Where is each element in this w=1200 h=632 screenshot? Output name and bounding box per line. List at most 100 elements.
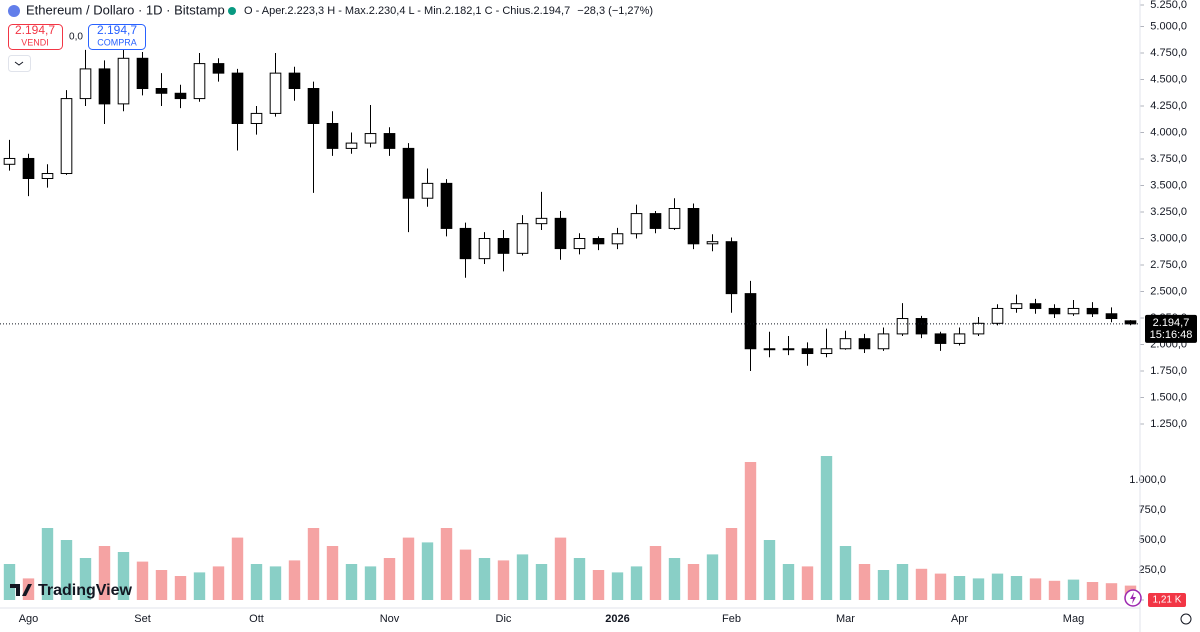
- volume-bar: [934, 573, 947, 600]
- candle-body: [554, 217, 567, 250]
- candle-body: [706, 241, 719, 245]
- candle-body: [1124, 320, 1137, 325]
- x-tick-label: Ago: [19, 613, 39, 625]
- candle-body: [345, 142, 358, 149]
- volume-bar: [497, 560, 510, 600]
- candle-body: [592, 238, 605, 245]
- price-tag-value: 2.194,7: [1153, 317, 1190, 329]
- candle-body: [136, 57, 149, 90]
- candle-body: [22, 157, 35, 180]
- candle-body: [326, 122, 339, 149]
- x-tick-label: Mar: [836, 613, 855, 625]
- volume-bar: [459, 549, 472, 600]
- volume-bar: [250, 564, 263, 600]
- x-tick-label: Apr: [951, 613, 968, 625]
- candle-body: [782, 348, 795, 351]
- candle-body: [269, 72, 282, 114]
- volume-bar: [174, 576, 187, 600]
- x-tick-label: Ott: [249, 613, 264, 625]
- volume-bar: [307, 528, 320, 600]
- volume-bar: [60, 540, 73, 600]
- volume-bar: [687, 564, 700, 600]
- sell-button[interactable]: 2.194,7 VENDI: [8, 23, 63, 50]
- volume-bar: [41, 528, 54, 600]
- h-value: 2.230,4: [369, 5, 406, 17]
- candle-body: [497, 238, 510, 254]
- candle-body: [801, 348, 814, 355]
- volume-bar: [1086, 582, 1099, 600]
- bolt-button[interactable]: [1124, 589, 1142, 607]
- candle-body: [953, 333, 966, 344]
- volume-bar: [744, 462, 757, 600]
- candle-body: [1105, 313, 1118, 320]
- volume-bar: [725, 528, 738, 600]
- y-tick-label: 1.500,0: [1150, 391, 1187, 403]
- sell-label[interactable]: VENDI: [21, 37, 49, 47]
- volume-bar: [1010, 576, 1023, 600]
- volume-tag: [1148, 593, 1186, 607]
- chevron[interactable]: [14, 61, 24, 66]
- buy-box[interactable]: [88, 24, 146, 50]
- candle-body: [573, 238, 586, 250]
- candle-body: [516, 223, 529, 254]
- volume-bar: [839, 546, 852, 600]
- volume-bar: [953, 576, 966, 600]
- l-key: L: [409, 5, 415, 17]
- collapse-box[interactable]: [8, 55, 31, 72]
- candle-body: [212, 63, 225, 74]
- candle-body: [763, 348, 776, 351]
- volume-bar: [858, 564, 871, 600]
- volume-bar: [155, 570, 168, 600]
- candle-body: [41, 173, 54, 180]
- volume-bar: [98, 546, 111, 600]
- candle-body: [934, 333, 947, 344]
- y-tick-label: 4.000,0: [1150, 126, 1187, 138]
- y-tick-label: 3.500,0: [1150, 179, 1187, 191]
- volume-bar: [896, 564, 909, 600]
- volume-bar: [478, 558, 491, 600]
- settings-icon[interactable]: [1180, 613, 1192, 625]
- y2-tick-label: 500,0: [1138, 534, 1166, 546]
- volume-bar: [763, 540, 776, 600]
- y-tick-label: 3.250,0: [1150, 206, 1187, 218]
- volume-bar: [516, 554, 529, 600]
- candle-body: [307, 88, 320, 124]
- volume-bar: [402, 537, 415, 600]
- y-tick-label: 2.750,0: [1150, 259, 1187, 271]
- logo: TradingView: [10, 582, 133, 599]
- bolt[interactable]: [1130, 592, 1136, 604]
- l-name: Min.: [424, 5, 445, 17]
- buy-price[interactable]: 2.194,7: [97, 23, 137, 37]
- buy-button[interactable]: 2.194,7 COMPRA: [88, 23, 146, 50]
- buy-label[interactable]: COMPRA: [97, 37, 137, 47]
- sell-box[interactable]: [8, 24, 63, 50]
- volume-bar: [915, 568, 928, 600]
- volume-bar: [79, 558, 92, 600]
- collapse-button[interactable]: [8, 55, 31, 72]
- candle-body: [117, 57, 130, 105]
- y-tick-label: 5.000,0: [1150, 20, 1187, 32]
- volume-bar: [706, 554, 719, 600]
- volume-bar: [573, 558, 586, 600]
- h-key: H: [327, 5, 335, 17]
- candle-body: [421, 182, 434, 199]
- candle-body: [79, 68, 92, 100]
- volume-bar: [3, 564, 16, 600]
- volume-bar: [440, 528, 453, 600]
- volume-bar: [554, 537, 567, 600]
- candle-body: [1067, 307, 1080, 315]
- candle-body: [383, 133, 396, 149]
- candle-body: [896, 318, 909, 335]
- y-tick-label: 4.500,0: [1150, 73, 1187, 85]
- candle-body: [839, 338, 852, 350]
- volume-bar: [592, 570, 605, 600]
- header: Ethereum / Dollaro · 1D · Bitstamp O - A…: [8, 2, 653, 17]
- sell-price[interactable]: 2.194,7: [15, 23, 55, 37]
- x-tick-label: Mag: [1063, 613, 1084, 625]
- y-tick-label: 1.750,0: [1150, 365, 1187, 377]
- volume-bar: [136, 561, 149, 600]
- symbol-title: Ethereum / Dollaro · 1D · Bitstamp: [26, 2, 225, 17]
